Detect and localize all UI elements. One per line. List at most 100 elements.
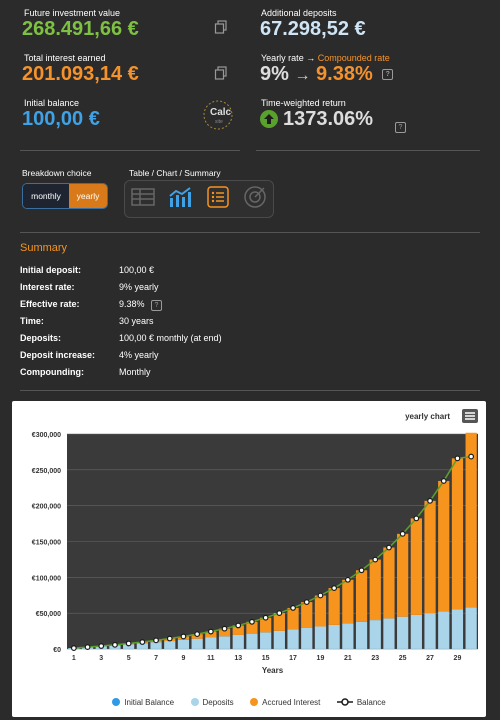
yearly-rate-value: 9% [260,63,289,85]
bar-deposits [369,620,381,649]
total-interest-value: 201.093,14 € [22,63,139,85]
bar-accrued-interest [301,602,313,628]
bar-deposits [438,611,450,649]
bar-deposits [397,616,409,649]
x-tick-label: 11 [207,655,215,662]
y-tick-label: €300,000 [32,432,61,439]
logo-small-text: site [215,119,223,125]
summary-row-value: Monthly [119,367,151,377]
balance-point [290,605,296,611]
up-arrow-icon [260,110,278,133]
x-tick-label: 17 [289,655,297,662]
breakdown-yearly-option[interactable]: yearly [69,184,107,208]
x-tick-label: 9 [181,655,185,662]
summary-row-value: 4% yearly [119,350,159,360]
chart-icon[interactable] [168,186,194,213]
balance-point [70,645,77,651]
bar-deposits [191,638,203,649]
view-selector [124,180,274,218]
legend-balance[interactable]: Balance [336,698,386,707]
summary-row-label: Compounding: [20,367,84,377]
legend-accrued-interest[interactable]: Accrued Interest [250,698,320,707]
x-tick-label: 7 [154,655,158,662]
x-tick-label: 1 [72,655,76,662]
chart-panel: yearly chart €0 €50,000 €100,000 €150,000 €2… [12,401,486,717]
bar-accrued-interest [287,607,299,630]
summary-row-value: 9% yearly [119,282,159,292]
balance-point [303,599,310,605]
balance-point [235,622,242,629]
bar-accrued-interest [397,533,409,617]
bar-accrued-interest [314,595,327,627]
bar-deposits [301,627,313,649]
balance-point [440,478,447,484]
bar-accrued-interest [328,588,340,625]
bar-deposits [355,621,368,649]
summary-row-value: 100,00 € monthly (at end) [119,333,222,343]
bar-deposits [150,642,162,649]
balance-point [372,556,379,563]
bar-accrued-interest [260,617,272,633]
summary-row-label: Effective rate: [20,299,80,309]
bar-deposits [246,633,258,649]
balance-point [262,614,269,621]
summary-row-label: Initial deposit: [20,265,82,275]
chart-menu-button[interactable] [462,409,478,423]
help-icon[interactable]: ? [395,116,406,134]
twr-value: 1373.06% [283,108,374,130]
breakdown-toggle: monthly yearly [22,183,108,209]
bar-accrued-interest [246,621,258,634]
legend-initial-balance[interactable]: Initial Balance [112,698,174,707]
balance-point [331,585,338,591]
y-tick-label: €200,000 [32,504,61,511]
bar-deposits [328,624,340,649]
divider [20,390,480,391]
help-icon[interactable]: ? [382,69,394,81]
bar-deposits [314,626,327,649]
divider [20,232,480,233]
x-tick-label: 21 [344,655,352,662]
x-tick-label: 19 [317,655,325,662]
balance-point [427,497,433,504]
x-tick-label: 13 [234,655,242,662]
y-tick-label: €0 [53,647,61,654]
help-icon[interactable]: ? [151,300,162,311]
future-value-label: Future investment value [24,8,121,18]
balance-point [249,618,255,625]
copy-icon[interactable] [214,66,228,85]
summary-icon[interactable] [206,185,230,213]
balance-point [344,576,351,583]
balance-point [221,625,228,632]
bar-accrued-interest [369,559,381,621]
rate-values: 9% → 9.38% ? [260,63,394,86]
bar-deposits [451,609,464,649]
bar-deposits [342,623,354,649]
legend-deposits[interactable]: Deposits [190,698,234,707]
summary-row-value: 100,00 € [119,265,155,275]
breakdown-monthly-option[interactable]: monthly [23,184,69,208]
bar-deposits [287,629,299,649]
yearly-rate-label: Yearly rate [261,53,304,63]
balance-point [358,567,365,574]
table-icon[interactable] [131,187,155,212]
target-icon[interactable] [243,185,267,214]
bar-accrued-interest [273,613,285,631]
x-tick-label: 25 [399,655,407,662]
bar-deposits [136,643,148,649]
initial-balance-label: Initial balance [24,98,80,108]
y-tick-label: €150,000 [32,540,61,547]
balance-point [399,530,406,537]
x-tick-label: 27 [426,655,434,662]
bar-deposits [273,630,285,649]
summary-row-value: 9.38% [119,299,145,309]
summary-row-label: Interest rate: [20,282,75,292]
summary-row-label: Time: [20,316,44,326]
logo-text: Calc [210,107,232,118]
x-tick-label: 3 [99,655,103,662]
arrow-label: → [306,53,316,63]
x-tick-label: 29 [454,655,462,662]
copy-icon[interactable] [214,20,228,39]
x-tick-label: 15 [262,655,270,662]
compounded-rate-value: 9.38% [316,63,373,85]
balance-point [386,544,392,551]
